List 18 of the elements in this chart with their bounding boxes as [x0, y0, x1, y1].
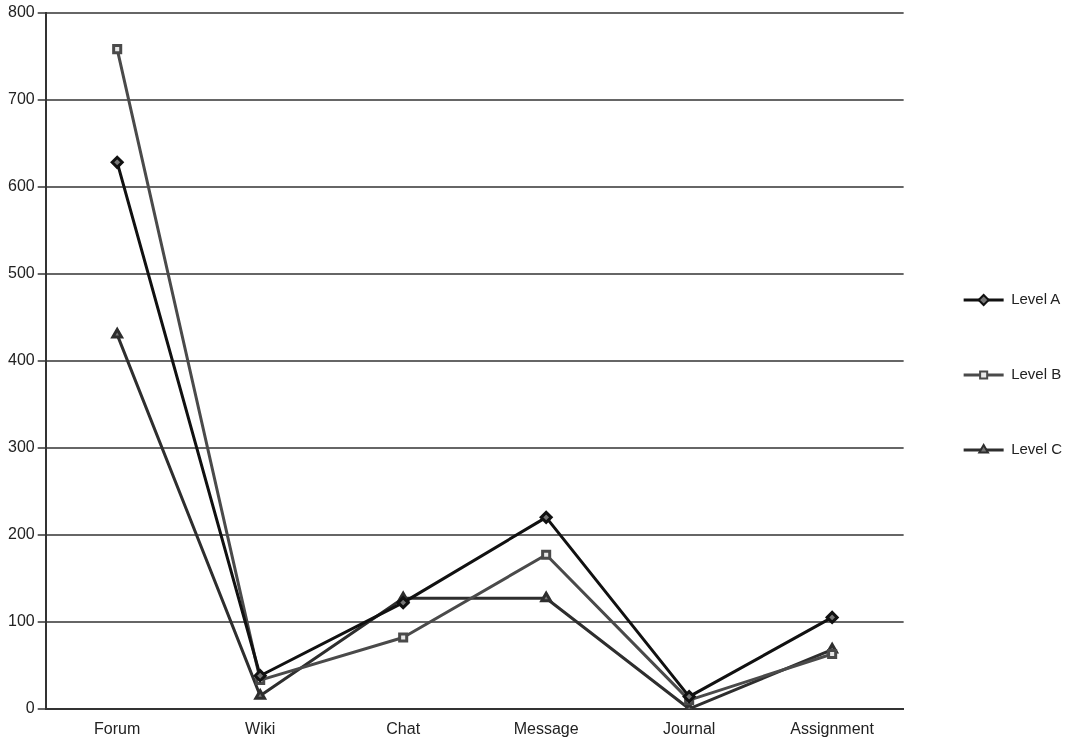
- x-tick-label: Message: [513, 719, 579, 737]
- x-tick-label: Journal: [662, 719, 716, 737]
- legend-label: Level C: [1011, 440, 1063, 458]
- y-tick-label: 100: [7, 612, 35, 630]
- x-tick-label: Chat: [386, 719, 421, 737]
- y-tick-label: 700: [7, 90, 35, 108]
- y-tick-label: 200: [7, 525, 35, 543]
- x-tick-label: Assignment: [790, 719, 875, 737]
- y-tick-label: 800: [7, 3, 35, 21]
- legend-label: Level A: [1011, 290, 1061, 308]
- y-tick-label: 300: [7, 438, 35, 456]
- legend-label: Level B: [1011, 365, 1062, 383]
- y-tick-label: 500: [7, 264, 35, 282]
- y-tick-label: 600: [7, 177, 35, 195]
- x-tick-label: Forum: [94, 719, 141, 737]
- y-tick-label: 0: [25, 699, 35, 717]
- x-tick-label: Wiki: [245, 719, 276, 737]
- y-tick-label: 400: [7, 351, 35, 369]
